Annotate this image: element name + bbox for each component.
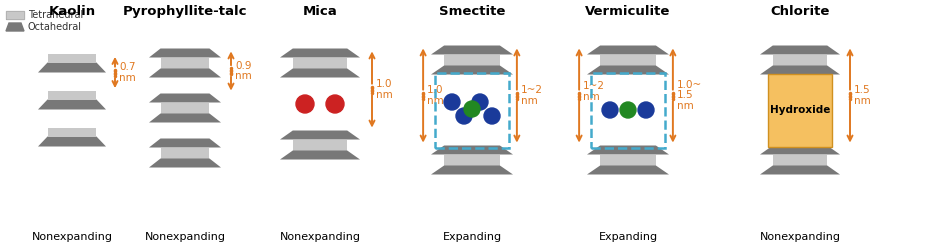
FancyBboxPatch shape [768, 73, 832, 147]
Text: Nonexpanding: Nonexpanding [759, 232, 841, 242]
Polygon shape [280, 151, 360, 159]
Circle shape [456, 108, 472, 124]
Text: Nonexpanding: Nonexpanding [31, 232, 112, 242]
Polygon shape [48, 54, 97, 62]
Polygon shape [444, 55, 500, 65]
Circle shape [296, 95, 314, 113]
Polygon shape [149, 49, 221, 58]
Polygon shape [38, 136, 106, 147]
Circle shape [326, 95, 344, 113]
Text: Pyrophyllite-talc: Pyrophyllite-talc [123, 5, 247, 18]
Polygon shape [600, 55, 655, 65]
Polygon shape [431, 146, 513, 155]
Text: Tetrahedral: Tetrahedral [28, 10, 84, 20]
Polygon shape [760, 165, 840, 175]
Polygon shape [600, 155, 655, 165]
Polygon shape [760, 45, 840, 55]
Polygon shape [587, 45, 669, 55]
Circle shape [484, 108, 500, 124]
Polygon shape [161, 58, 210, 68]
Polygon shape [149, 114, 221, 123]
Polygon shape [444, 155, 500, 165]
Polygon shape [760, 65, 840, 74]
Text: Expanding: Expanding [598, 232, 657, 242]
Polygon shape [149, 93, 221, 102]
Text: 1.0
nm: 1.0 nm [376, 79, 392, 100]
Text: 1~2
nm: 1~2 nm [583, 81, 605, 102]
Polygon shape [431, 65, 513, 74]
Circle shape [444, 94, 460, 110]
Polygon shape [48, 91, 97, 99]
Circle shape [472, 94, 488, 110]
Text: 1.0
nm: 1.0 nm [428, 85, 444, 106]
Polygon shape [760, 146, 840, 155]
Polygon shape [149, 68, 221, 77]
Polygon shape [280, 130, 360, 139]
Circle shape [620, 102, 636, 118]
Text: Hydroxide: Hydroxide [770, 105, 830, 115]
Circle shape [464, 101, 480, 117]
Text: Octahedral: Octahedral [28, 22, 82, 32]
Text: Nonexpanding: Nonexpanding [144, 232, 225, 242]
Polygon shape [149, 138, 221, 148]
Polygon shape [587, 65, 669, 74]
Polygon shape [161, 148, 210, 158]
Polygon shape [772, 55, 827, 65]
Polygon shape [6, 11, 24, 19]
Polygon shape [149, 158, 221, 167]
Polygon shape [772, 155, 827, 165]
Polygon shape [6, 23, 24, 31]
Text: Expanding: Expanding [443, 232, 502, 242]
Polygon shape [38, 62, 106, 72]
Text: 1.0~
1.5
nm: 1.0~ 1.5 nm [677, 80, 702, 111]
Polygon shape [38, 99, 106, 110]
Text: Mica: Mica [303, 5, 337, 18]
Text: 1~2
nm: 1~2 nm [521, 85, 542, 106]
Text: 1.5
nm: 1.5 nm [854, 85, 871, 106]
Polygon shape [431, 165, 513, 175]
Circle shape [602, 102, 618, 118]
Polygon shape [280, 68, 360, 77]
Polygon shape [293, 58, 347, 68]
Polygon shape [587, 165, 669, 175]
Polygon shape [161, 102, 210, 114]
Polygon shape [293, 139, 347, 151]
Text: Kaolin: Kaolin [48, 5, 96, 18]
Polygon shape [48, 127, 97, 136]
Text: Nonexpanding: Nonexpanding [279, 232, 360, 242]
Polygon shape [587, 146, 669, 155]
Text: Vermiculite: Vermiculite [585, 5, 671, 18]
Text: 0.7
nm: 0.7 nm [119, 62, 136, 83]
Polygon shape [280, 49, 360, 58]
Text: Chlorite: Chlorite [770, 5, 829, 18]
Polygon shape [431, 45, 513, 55]
Circle shape [638, 102, 654, 118]
Text: Smectite: Smectite [439, 5, 505, 18]
Text: 0.9
nm: 0.9 nm [235, 61, 252, 81]
